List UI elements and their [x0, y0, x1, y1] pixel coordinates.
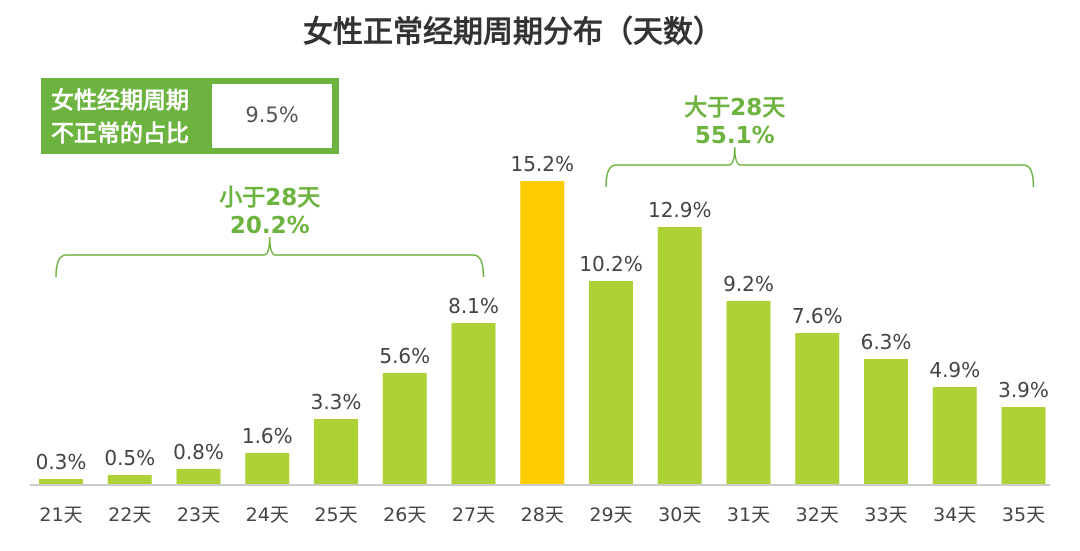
x-tick-label: 28天	[521, 504, 564, 526]
bar-8	[520, 181, 565, 485]
bar-series: 0.3% 21天 0.5% 22天 0.8% 23天 1.6% 24天 3.3% 25天 5.6% 2…	[36, 152, 1049, 526]
info-box-line2: 不正常的占比	[51, 120, 189, 147]
group-bracket	[55, 236, 485, 278]
x-tick-label: 32天	[796, 504, 839, 526]
bar-value-label: 5.6%	[379, 344, 430, 368]
x-tick-label: 35天	[1002, 504, 1045, 526]
bar-value-label: 4.9%	[929, 358, 980, 382]
x-tick-label: 23天	[177, 504, 220, 526]
bar-value-label: 1.6%	[242, 424, 293, 448]
bar-9	[589, 281, 633, 485]
x-tick-label: 25天	[314, 504, 357, 526]
x-tick-label: 31天	[727, 504, 770, 526]
bar-value-label: 6.3%	[861, 330, 912, 354]
info-box: 女性经期周期 不正常的占比 9.5%	[41, 78, 339, 154]
x-tick-label: 21天	[39, 504, 82, 526]
x-tick-label: 26天	[383, 504, 426, 526]
x-tick-label: 34天	[933, 504, 976, 526]
bar-5	[314, 419, 358, 485]
bar-1	[39, 479, 83, 485]
bar-15	[1001, 407, 1046, 485]
bar-value-label: 8.1%	[448, 294, 499, 318]
bar-6	[382, 373, 427, 485]
group-label: 大于28天	[684, 95, 786, 121]
x-tick-label: 29天	[589, 504, 632, 526]
group-value: 20.2%	[230, 213, 310, 239]
bar-10	[657, 227, 702, 485]
bar-value-label: 9.2%	[723, 272, 774, 296]
group-value: 55.1%	[695, 123, 775, 149]
info-box-value: 9.5%	[245, 103, 298, 127]
chart-title: 女性正常经期周期分布（天数）	[303, 15, 723, 50]
bar-value-label: 3.9%	[998, 378, 1049, 402]
bar-value-label: 0.8%	[173, 440, 224, 464]
x-tick-label: 24天	[246, 504, 289, 526]
bar-value-label: 12.9%	[648, 198, 712, 222]
x-tick-label: 33天	[864, 504, 907, 526]
group-label: 小于28天	[219, 185, 321, 211]
bar-value-label: 3.3%	[311, 390, 362, 414]
bar-11	[726, 301, 771, 485]
bar-value-label: 15.2%	[510, 152, 574, 176]
bar-3	[176, 469, 221, 485]
info-box-line1: 女性经期周期	[51, 87, 189, 114]
bar-value-label: 7.6%	[792, 304, 843, 328]
x-tick-label: 27天	[452, 504, 495, 526]
bar-value-label: 0.3%	[36, 450, 87, 474]
info-box-value-area	[212, 84, 332, 148]
bar-7	[451, 323, 496, 485]
bar-12	[795, 333, 840, 485]
bar-value-label: 0.5%	[104, 446, 155, 470]
x-tick-label: 30天	[658, 504, 701, 526]
bar-value-label: 10.2%	[579, 252, 643, 276]
bar-14	[932, 387, 977, 485]
x-tick-label: 22天	[108, 504, 151, 526]
bar-13	[864, 359, 908, 485]
bar-2	[107, 475, 152, 485]
bar-4	[245, 453, 290, 485]
group-bracket	[605, 146, 1035, 188]
